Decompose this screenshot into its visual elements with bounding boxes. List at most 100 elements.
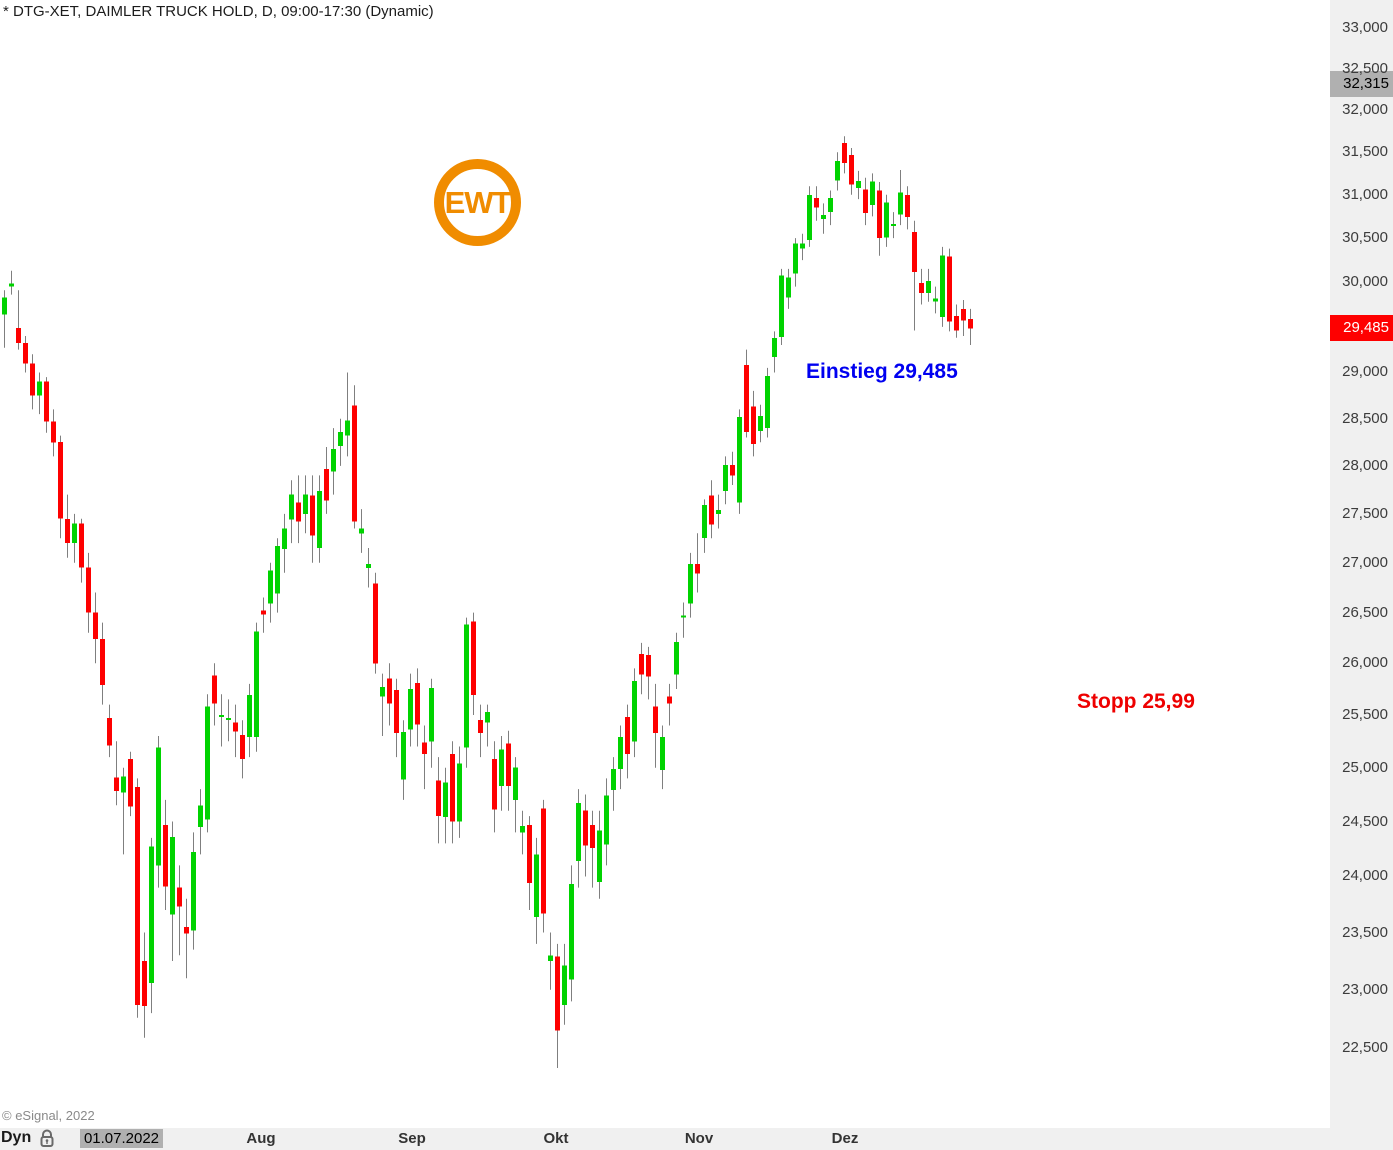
candle-body xyxy=(184,926,189,934)
candle-body xyxy=(261,610,266,615)
candle-body xyxy=(79,523,84,568)
axis-tick-label: 32,000 xyxy=(1342,101,1388,119)
axis-tick-label: 22,500 xyxy=(1342,1039,1388,1057)
candle-body xyxy=(793,243,798,274)
candle-body xyxy=(436,780,441,817)
candle-body xyxy=(338,431,343,446)
lock-icon[interactable] xyxy=(37,1128,57,1150)
candle-body xyxy=(961,308,966,321)
candle-body xyxy=(688,563,693,604)
candle-body xyxy=(583,810,588,846)
candle-body xyxy=(324,468,329,501)
candle-body xyxy=(345,420,350,436)
candle-body xyxy=(401,731,406,780)
candle-body xyxy=(317,490,322,549)
axis-tick-label: 31,500 xyxy=(1342,143,1388,161)
axis-tick-label: 23,000 xyxy=(1342,980,1388,998)
axis-tick-label: 24,500 xyxy=(1342,812,1388,830)
candle-body xyxy=(303,494,308,514)
candle-body xyxy=(72,523,77,544)
candle-body xyxy=(814,197,819,208)
candle-body xyxy=(590,824,595,848)
candle-body xyxy=(464,624,469,748)
candle-body xyxy=(310,495,315,536)
start-date-label[interactable]: 01.07.2022 xyxy=(80,1129,163,1148)
axis-tick-label: 26,000 xyxy=(1342,654,1388,672)
candle-body xyxy=(723,465,728,491)
candle-body xyxy=(646,655,651,677)
candle-body xyxy=(331,448,336,472)
candle-body xyxy=(863,189,868,213)
candle-body xyxy=(737,416,742,503)
month-label-okt: Okt xyxy=(543,1130,569,1147)
candle-body xyxy=(849,154,854,185)
candle-body xyxy=(506,743,511,786)
candle-body xyxy=(653,706,658,733)
candle-body xyxy=(492,759,497,810)
candle-body xyxy=(478,720,483,733)
candle-body xyxy=(702,505,707,539)
candle-body xyxy=(142,961,147,1007)
candle-body xyxy=(23,343,28,364)
dyn-mode-button[interactable]: Dyn xyxy=(1,1129,32,1146)
candle-body xyxy=(107,718,112,746)
candle-body xyxy=(660,737,665,770)
candle-body xyxy=(919,283,924,293)
axis-tick-label: 25,000 xyxy=(1342,758,1388,776)
candle-body xyxy=(856,181,861,188)
candle-body xyxy=(485,711,490,723)
candle-body xyxy=(457,763,462,822)
candle-body xyxy=(877,190,882,239)
candle-body xyxy=(821,215,826,219)
candle-body xyxy=(674,641,679,675)
candle-body xyxy=(884,202,889,238)
axis-tick-label: 23,500 xyxy=(1342,923,1388,941)
candle-body xyxy=(800,243,805,249)
copyright-notice: © eSignal, 2022 xyxy=(2,1108,95,1123)
candle-body xyxy=(394,690,399,733)
chart-canvas[interactable] xyxy=(0,0,1335,1128)
candle-body xyxy=(380,687,385,697)
price-axis[interactable]: 32,315 29,485 33,000 32,500 32,000 31,500 31… xyxy=(1330,0,1393,1150)
month-label-sep: Sep xyxy=(398,1130,426,1147)
candle-body xyxy=(842,142,847,163)
candle-body xyxy=(548,955,553,961)
candle-body xyxy=(954,316,959,331)
candle-body xyxy=(947,256,952,322)
candle-body xyxy=(352,405,357,522)
candle-body xyxy=(807,194,812,240)
stop-annotation: Stopp 25,99 xyxy=(1077,690,1195,713)
candle-body xyxy=(828,197,833,212)
candle-body xyxy=(387,678,392,704)
candle-body xyxy=(149,846,154,983)
candle-body xyxy=(37,381,42,396)
month-label-dez: Dez xyxy=(831,1130,859,1147)
candle-body xyxy=(429,688,434,742)
candle-body xyxy=(86,567,91,613)
candle-body xyxy=(408,689,413,730)
candle-body xyxy=(163,824,168,887)
candle-body xyxy=(170,836,175,915)
candle-body xyxy=(940,255,945,318)
candle-body xyxy=(422,742,427,754)
candle-body xyxy=(933,298,938,302)
candle-body xyxy=(51,421,56,443)
candle-body xyxy=(695,563,700,574)
candle-body xyxy=(254,631,259,737)
candle-body xyxy=(926,280,931,293)
candle-body xyxy=(359,528,364,534)
candle-body xyxy=(205,706,210,820)
candle-body xyxy=(471,621,476,696)
candle-body xyxy=(135,787,140,1005)
axis-tick-label: 24,000 xyxy=(1342,867,1388,885)
candle-body xyxy=(527,824,532,884)
axis-tick-label: 27,000 xyxy=(1342,553,1388,571)
period-high-price-label: 32,315 xyxy=(1330,71,1393,98)
axis-tick-label: 29,000 xyxy=(1342,363,1388,381)
candle-body xyxy=(219,715,224,718)
axis-tick-label: 30,500 xyxy=(1342,229,1388,247)
time-axis-bar[interactable]: Dyn 01.07.2022 Aug Sep Okt Nov Dez xyxy=(0,1128,1393,1150)
candle-body xyxy=(198,805,203,827)
candle-body xyxy=(968,318,973,329)
candle-body xyxy=(275,546,280,594)
